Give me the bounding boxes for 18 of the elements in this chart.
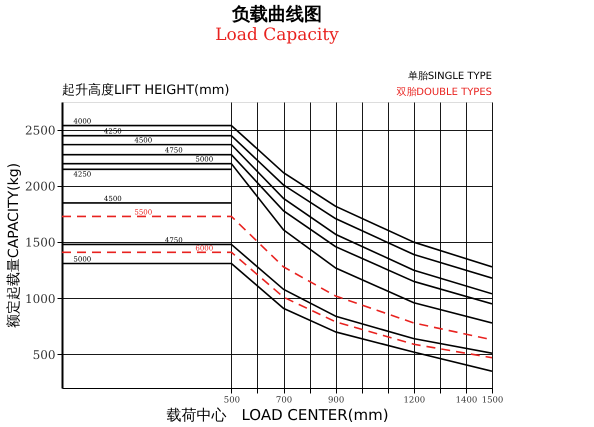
text: 起升高度LIFT HEIGHT(mm)	[62, 82, 230, 98]
y-tick-label: 500	[32, 348, 56, 362]
y-tick-label: 2500	[24, 124, 56, 138]
x-tick-label: 700	[276, 396, 292, 406]
x-tick-label: 1500	[482, 396, 504, 406]
y-tick-label: 1500	[24, 236, 56, 250]
x-tick-label: 1400	[456, 396, 478, 406]
y-axis-title: 额定起载量CAPACITY(kg)	[6, 162, 22, 328]
chart-title: 负载曲线图	[231, 4, 322, 25]
x-tick-label: 900	[328, 396, 344, 406]
text: 单胎SINGLE TYPE	[408, 70, 492, 82]
x-tick-label: 500	[224, 396, 240, 406]
y-tick-label: 1000	[24, 292, 56, 306]
y-tick-label: 2000	[24, 180, 56, 194]
x-axis-title: 载荷中心 LOAD CENTER(mm)	[166, 406, 389, 424]
chart-subtitle: Load Capacity	[215, 25, 340, 45]
text: 双胎DOUBLE TYPES	[396, 86, 492, 98]
x-tick-label: 1200	[404, 396, 426, 406]
